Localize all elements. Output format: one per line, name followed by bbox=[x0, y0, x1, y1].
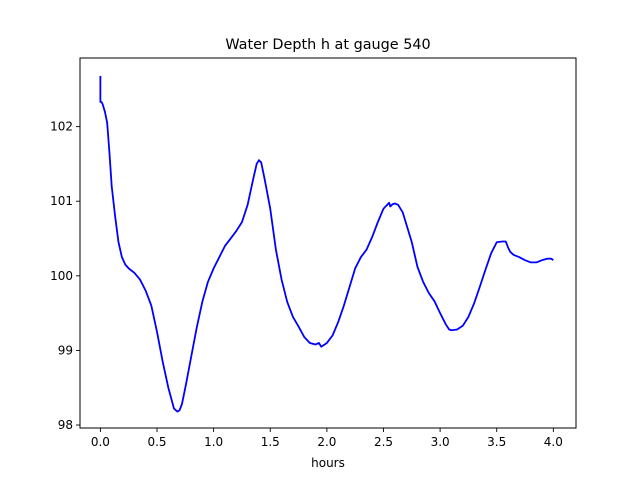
x-tick-label: 1.0 bbox=[204, 435, 223, 449]
x-tick-label: 1.5 bbox=[261, 435, 280, 449]
y-tick-label: 101 bbox=[50, 194, 73, 208]
y-tick-label: 100 bbox=[50, 269, 73, 283]
x-tick-label: 4.0 bbox=[544, 435, 563, 449]
x-tick-label: 2.5 bbox=[374, 435, 393, 449]
x-tick-label: 0.0 bbox=[91, 435, 110, 449]
y-tick-label: 99 bbox=[58, 343, 73, 357]
plot-frame bbox=[79, 57, 577, 429]
y-tick-label: 102 bbox=[50, 120, 73, 134]
series-line-0 bbox=[99, 75, 554, 413]
x-axis-label: hours bbox=[311, 456, 345, 470]
series-layer bbox=[99, 75, 554, 413]
x-tick-label: 2.0 bbox=[317, 435, 336, 449]
plot-area bbox=[80, 58, 576, 428]
y-axis-ticks: 98 99 100 101 102 bbox=[50, 120, 80, 432]
x-tick-label: 3.5 bbox=[487, 435, 506, 449]
x-tick-label: 3.0 bbox=[431, 435, 450, 449]
chart-title: Water Depth h at gauge 540 bbox=[225, 37, 430, 53]
x-axis-ticks: 0.0 0.5 1.0 1.5 2.0 2.5 3.0 3.5 4.0 bbox=[91, 428, 563, 449]
x-tick-label: 0.5 bbox=[147, 435, 166, 449]
y-tick-label: 98 bbox=[58, 418, 73, 432]
